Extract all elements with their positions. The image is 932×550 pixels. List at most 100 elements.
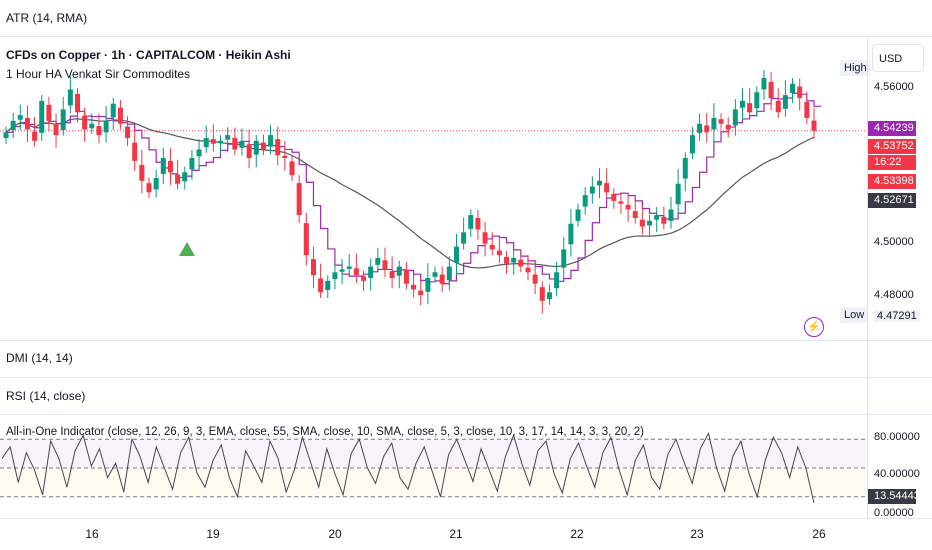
time-tick: 19 [206,527,220,541]
candle-body [260,142,266,150]
osc-current-value: 13.54443 [868,489,920,504]
candle-body [82,115,88,130]
candle-body [218,140,224,144]
slow-ma-line [5,118,815,269]
candle-body [775,100,781,113]
main-price-chart[interactable] [0,38,866,338]
candle-body [153,178,159,190]
candle-body [196,149,202,157]
candle-body [639,219,645,227]
candle-body [368,266,374,278]
candle-body [739,100,745,108]
candle-body [32,131,38,141]
candle-body [790,83,796,93]
candle-body [575,209,581,221]
candle-body [689,135,695,154]
candle-body [203,138,209,148]
candle-body [418,290,424,296]
aio-pane-label[interactable]: All-in-One Indicator (close, 12, 26, 9, … [6,426,644,438]
price-tick: 4.48000 [874,289,914,301]
candle-body [103,120,109,133]
candle-body [246,144,252,158]
candle-body [561,249,567,268]
candle-body [361,276,367,281]
candle-body [782,95,788,109]
time-axis-border [0,518,932,519]
price-tag-countdown: 16:22 [868,155,916,170]
atr-pane-label[interactable]: ATR (14, RMA) [6,11,88,25]
candle-body [654,215,660,220]
candle-body [668,209,674,221]
candle-body [403,270,409,284]
candle-body [811,120,817,131]
candle-body [346,266,352,269]
candle-body [625,204,631,210]
candle-body [411,284,417,290]
candle-body [96,126,102,136]
candle-body [125,126,131,138]
candle-body [453,246,459,263]
candle-body [596,180,602,186]
candle-body [761,78,767,90]
osc-tick: 40.00000 [874,468,920,480]
candle-body [268,135,274,147]
chart-subtitle: 1 Hour HA Venkat Sir Commodites [6,67,191,81]
osc-tick: 0.00000 [874,507,914,519]
candle-body [611,194,617,201]
low-value: 4.47291 [874,310,920,322]
candle-body [132,142,138,161]
candle-body [704,125,710,133]
candle-body [675,183,681,205]
candle-body [60,109,66,130]
candle-body [39,100,45,133]
price-tag-open: 4.53398 [868,174,916,189]
price-tick: 4.50000 [874,236,914,248]
candle-body [518,259,524,267]
candle-body [46,104,52,121]
price-tag-slow-ma: 4.52671 [868,193,916,208]
time-tick: 23 [690,527,704,541]
candle-body [718,119,724,124]
candle-body [189,158,195,170]
candle-body [175,174,181,184]
candle-body [17,115,23,120]
candle-body [24,118,30,130]
candle-body [296,183,302,216]
dmi-pane-label[interactable]: DMI (14, 14) [6,351,73,365]
candle-body [210,139,216,144]
price-axis-border [867,36,868,518]
candle-body [461,232,467,244]
lightning-icon[interactable]: ⚡ [804,317,824,337]
candle-body [582,195,588,207]
candle-body [332,272,338,280]
candle-body [117,107,123,124]
candle-body [89,123,95,129]
candle-body [10,120,16,130]
candle-body [661,216,667,224]
candle-body [432,272,438,277]
pane-divider [0,340,932,341]
candle-body [489,244,495,250]
chart-title: CFDs on Copper · 1h · CAPITALCOM · Heiki… [6,48,291,62]
price-tick: 4.56000 [874,81,914,93]
candle-body [425,278,431,292]
candle-body [382,260,388,270]
pane-divider [0,377,932,378]
candle-body [318,278,324,293]
candle-body [239,140,245,148]
rsi-pane-label[interactable]: RSI (14, close) [6,389,86,403]
candle-body [303,223,309,256]
candle-body [568,223,574,245]
candle-body [53,123,59,136]
candle-body [554,272,560,289]
currency-button[interactable]: USD [872,44,924,72]
candle-body [804,102,810,118]
candle-body [253,140,259,155]
candle-body [589,186,595,194]
candle-body [725,124,731,130]
candle-body [768,82,774,98]
candle-body [747,103,753,113]
pane-divider [0,36,932,37]
candle-body [396,266,402,276]
oscillator-chart[interactable] [0,418,866,518]
